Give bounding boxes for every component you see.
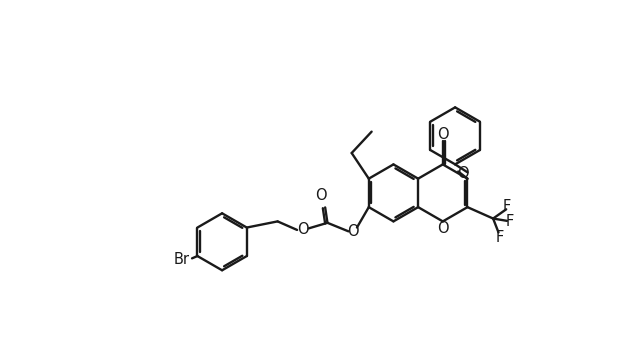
- Text: F: F: [495, 229, 504, 245]
- Text: O: O: [437, 221, 449, 236]
- Text: Br: Br: [174, 252, 190, 267]
- Text: O: O: [316, 188, 327, 203]
- Text: O: O: [298, 222, 309, 238]
- Text: F: F: [503, 199, 511, 214]
- Text: F: F: [506, 214, 514, 229]
- Text: O: O: [348, 224, 359, 239]
- Text: O: O: [437, 127, 449, 142]
- Text: O: O: [457, 165, 468, 181]
